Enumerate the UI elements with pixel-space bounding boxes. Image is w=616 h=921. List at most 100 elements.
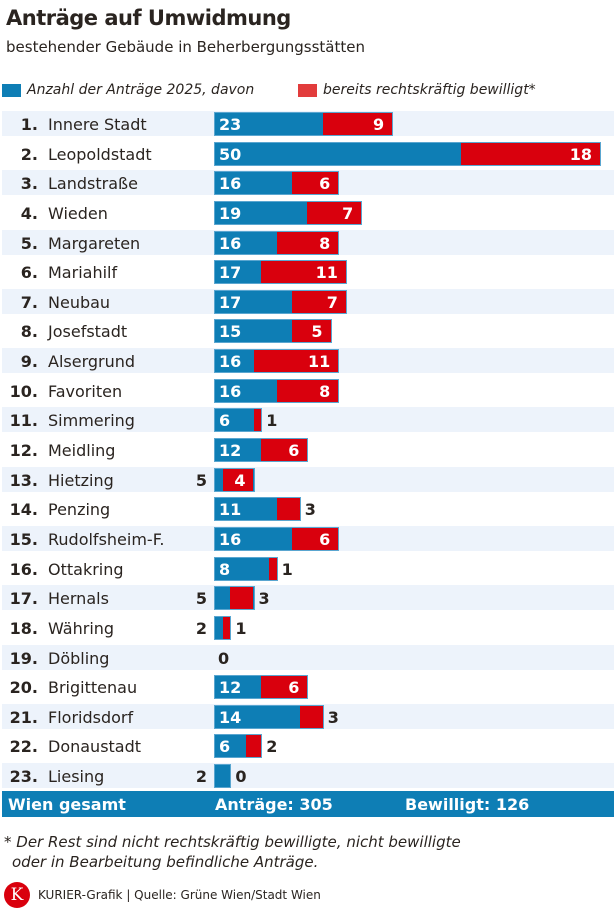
row-name: Josefstadt [48,322,128,342]
legend-label-total: Anzahl der Anträge 2025, davon [27,82,255,98]
row-18: 18. Währing 2 1 [2,615,614,640]
bar-approved [261,439,308,462]
label-total: 16 [219,381,242,401]
row-23: 23. Liesing 2 0 [2,763,614,789]
label-total: 12 [219,678,242,698]
bar-total [214,556,278,581]
label-total: 14 [219,707,242,727]
row-10: 10. Favoriten 16 8 [2,378,614,403]
label-total: 16 [219,352,242,372]
label-approved: 6 [319,529,331,549]
label-total: 19 [219,203,242,223]
label-approved: 11 [307,352,331,372]
row-rank: 23. [9,767,38,787]
label-total: 2 [195,618,207,638]
label-total: 8 [219,559,231,579]
summary-label: Wien gesamt [8,795,126,814]
row-rank: 12. [9,441,38,461]
label-approved: 8 [319,381,331,401]
footer: K KURIER-Grafik | Quelle: Grüne Wien/Stad… [4,882,321,908]
label-total: 23 [219,115,242,134]
row-9: 9. Alsergrund 16 11 [2,348,614,374]
label-total: 0 [218,648,230,668]
row-rank: 2. [20,144,38,164]
label-approved: 4 [234,470,246,490]
row-rank: 20. [9,678,38,698]
row-7: 7. Neubau 17 7 [2,288,614,314]
bar-total [213,408,263,433]
row-name: Mariahilf [48,263,118,283]
legend-swatch-approved [298,83,317,97]
bar-approved [292,290,346,313]
chart-title: Anträge auf Umwidmung [6,6,291,30]
bar-approved [307,201,362,224]
bar-total [214,704,324,729]
row-name: Alsergrund [48,352,136,372]
row-17: 17. Hernals 5 3 [2,585,614,611]
row-rank: 5. [20,233,38,253]
bar-approved [461,142,600,165]
summary-total: Anträge: 305 [215,795,333,814]
row-14: 14. Penzing 11 3 [2,496,614,522]
row-13: 13. Hietzing 5 4 [2,466,614,492]
row-name: Donaustadt [48,737,142,757]
label-total: 11 [219,500,242,520]
label-total: 6 [219,737,231,757]
row-12: 12. Meidling 12 6 [2,437,614,463]
label-approved: 1 [235,618,247,638]
row-name: Währing [48,618,115,638]
row-name: Liesing [48,767,105,787]
row-name: Brigittenau [48,678,138,698]
bar-approved [292,527,339,550]
row-name: Innere Stadt [48,115,147,134]
label-approved: 2 [266,737,278,757]
kurier-logo: K [4,882,30,908]
row-name: Margareten [48,233,141,253]
bar-approved [245,735,262,758]
label-approved: 7 [342,203,354,223]
row-rank: 8. [20,322,38,342]
legend-total: Anzahl der Anträge 2025, davon [2,82,254,98]
label-approved: 5 [311,322,323,342]
footnote-line-1: * Der Rest sind nicht rechtskräftig bewi… [4,833,461,851]
label-total: 16 [219,529,242,549]
bar-approved [276,231,339,254]
source-text: KURIER-Grafik | Quelle: Grüne Wien/Stadt… [38,888,321,902]
label-total: 5 [195,470,207,490]
label-total: 17 [219,263,242,283]
bar-approved [253,350,339,373]
row-name: Simmering [48,411,135,431]
row-rank: 4. [20,203,38,223]
legend-swatch-total [2,83,21,97]
row-5: 5. Margareten 16 8 [2,229,614,255]
row-rank: 17. [9,589,38,609]
label-total: 16 [219,174,242,194]
row-rank: 16. [9,559,38,579]
bar-approved [222,616,231,639]
row-rank: 15. [9,529,38,549]
row-name: Rudolfsheim-F. [48,529,165,549]
label-approved: 8 [319,233,331,253]
bar-approved [299,705,323,728]
row-2: 2. Leopoldstadt 50 18 [2,141,614,166]
label-approved: 0 [235,767,247,787]
label-approved: 6 [288,678,300,698]
row-name: Landstraße [48,174,138,194]
row-rank: 6. [20,263,38,283]
label-total: 15 [219,322,242,342]
label-total: 12 [219,441,242,461]
row-name: Wieden [48,203,108,223]
row-name: Penzing [48,500,111,520]
row-16: 16. Ottakring 8 1 [2,556,614,581]
bar-approved [261,261,346,284]
label-approved: 3 [327,707,339,727]
row-rank: 14. [9,500,38,520]
label-approved: 11 [315,263,338,283]
legend-label-approved: bereits rechtskräftig bewilligt* [323,82,536,98]
bar-approved [268,557,277,580]
label-total: 16 [219,233,242,253]
summary-approved: Bewilligt: 126 [405,795,530,814]
row-rank: 19. [9,648,38,668]
summary-bar: Wien gesamt Anträge: 305 Bewilligt: 126 [2,791,614,817]
